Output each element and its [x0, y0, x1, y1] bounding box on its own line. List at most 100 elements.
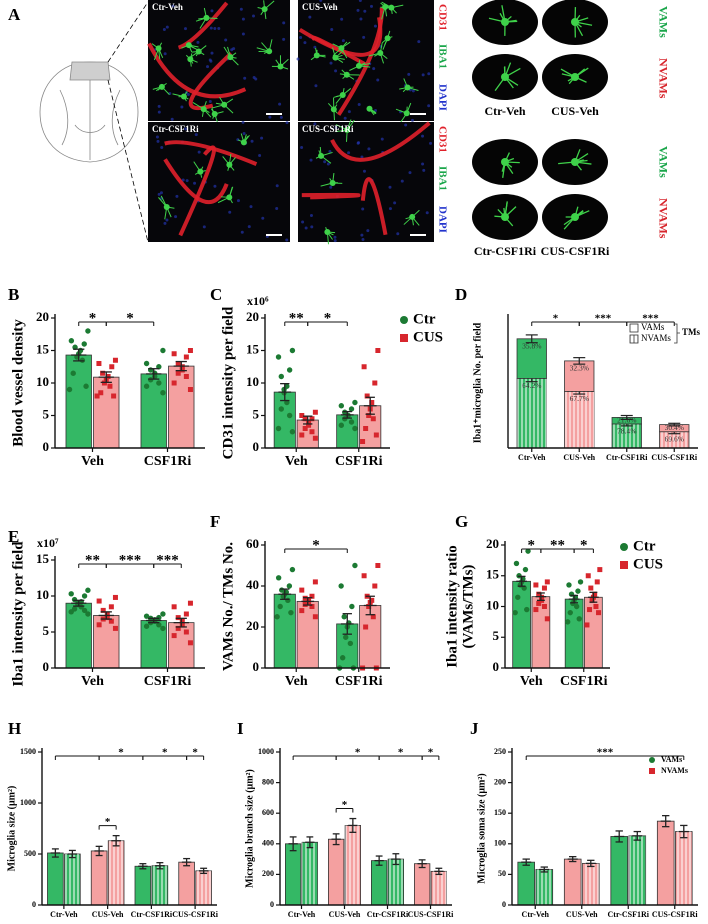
microglia-process [219, 96, 225, 106]
microglia-process [203, 108, 212, 118]
bar [178, 861, 195, 906]
dapi-dot [213, 27, 217, 31]
vessel [177, 1, 229, 50]
dapi-dot [193, 181, 197, 185]
x-tick-label: Ctr-Veh [522, 910, 550, 919]
data-point [524, 606, 530, 613]
bar [564, 598, 584, 669]
group-label: CUS-CSF1Ri [541, 244, 610, 258]
microglia-process [223, 104, 234, 114]
x-tick-label: CSF1Ri [335, 674, 383, 689]
data-point [187, 640, 193, 646]
y-tick-label: 15 [36, 341, 50, 356]
dapi-dot [197, 150, 201, 154]
y-axis-label: Microglia soma size (μm²) [476, 773, 487, 883]
significance-label: *** [595, 313, 612, 325]
axis-multiplier: x10⁶ [247, 294, 269, 308]
data-point [299, 608, 305, 614]
microglia-process [263, 50, 270, 54]
y-tick-label: 200 [262, 869, 274, 878]
microglia-process [203, 7, 207, 18]
dapi-dot [208, 58, 212, 62]
stain-label: CD31 [436, 126, 448, 153]
microglia-process [217, 196, 230, 204]
x-tick-label: Ctr-Veh [50, 910, 78, 919]
y-tick-label: 5 [253, 406, 260, 421]
micrograph-label: Ctr-CSF1Ri [152, 124, 199, 134]
x-tick-label: Ctr-CSF1Ri [608, 910, 650, 919]
dapi-dot [429, 141, 433, 145]
stain-label: DAPI [436, 84, 448, 111]
dapi-dot [334, 126, 338, 130]
microglia-process [411, 209, 420, 218]
dapi-dot [196, 40, 200, 44]
microglia-process [346, 74, 355, 80]
dapi-dot [421, 134, 425, 138]
y-tick-label: 5 [493, 628, 500, 643]
dapi-dot [163, 52, 167, 56]
data-point [361, 573, 367, 579]
y-tick-label: 0 [43, 659, 50, 674]
microglia-process [504, 201, 508, 218]
data-point [369, 400, 375, 405]
bar [517, 861, 535, 906]
y-tick-label: 0 [502, 900, 506, 909]
cell-type-label: NVAMs [656, 58, 670, 99]
y-tick-label: 10 [246, 374, 259, 389]
microglia-process [502, 161, 506, 178]
dapi-dot [417, 40, 421, 44]
y-tick-label: 10 [486, 597, 499, 612]
dapi-dot [362, 169, 366, 173]
data-point [278, 373, 284, 380]
microglia-process [332, 172, 335, 184]
data-point [183, 354, 189, 360]
stain-label: CD31 [436, 4, 448, 31]
dapi-dot [183, 27, 187, 31]
vessel [360, 177, 388, 236]
microglia-process [310, 55, 318, 61]
significance-label: ** [550, 537, 565, 553]
legend-brace [674, 323, 680, 344]
microglia-process [315, 155, 322, 159]
significance-label: * [398, 747, 404, 759]
y-tick-label: 20 [246, 618, 259, 633]
dapi-dot [279, 115, 283, 119]
significance-label: * [580, 537, 588, 553]
microglia-process [406, 102, 412, 114]
data-point [160, 625, 166, 632]
microglia-process [261, 42, 270, 52]
data-point [111, 393, 117, 399]
dapi-dot [241, 17, 245, 21]
dapi-dot [333, 235, 337, 239]
dapi-dot [396, 232, 400, 236]
microglia-process [326, 232, 329, 245]
dapi-dot [299, 35, 303, 39]
data-point [338, 422, 345, 428]
dapi-dot [319, 0, 323, 2]
bar-hatch [628, 835, 646, 905]
micrograph [148, 122, 290, 242]
microglia-process [341, 69, 348, 76]
dapi-dot [206, 65, 210, 69]
data-point [96, 361, 102, 366]
microglia-process [332, 43, 342, 49]
microglia-process [220, 196, 230, 198]
x-tick-label: CSF1Ri [144, 674, 192, 689]
significance-label: * [162, 747, 168, 759]
vessel [164, 140, 258, 166]
microglia-process [335, 94, 343, 98]
microglia-process [181, 44, 190, 49]
microglia-process [574, 17, 589, 23]
data-point [352, 399, 358, 406]
microglia-process [504, 161, 513, 168]
data-point [566, 582, 572, 588]
data-point [544, 579, 550, 585]
microglia-process [189, 58, 194, 64]
microglia-process [504, 152, 511, 163]
panel-letter: G [455, 512, 468, 531]
microglia-process [407, 86, 419, 91]
data-point [96, 622, 102, 628]
microglia-process [280, 66, 289, 70]
y-axis-label: CD31 intensity per field [220, 306, 236, 459]
dapi-dot [252, 14, 256, 18]
